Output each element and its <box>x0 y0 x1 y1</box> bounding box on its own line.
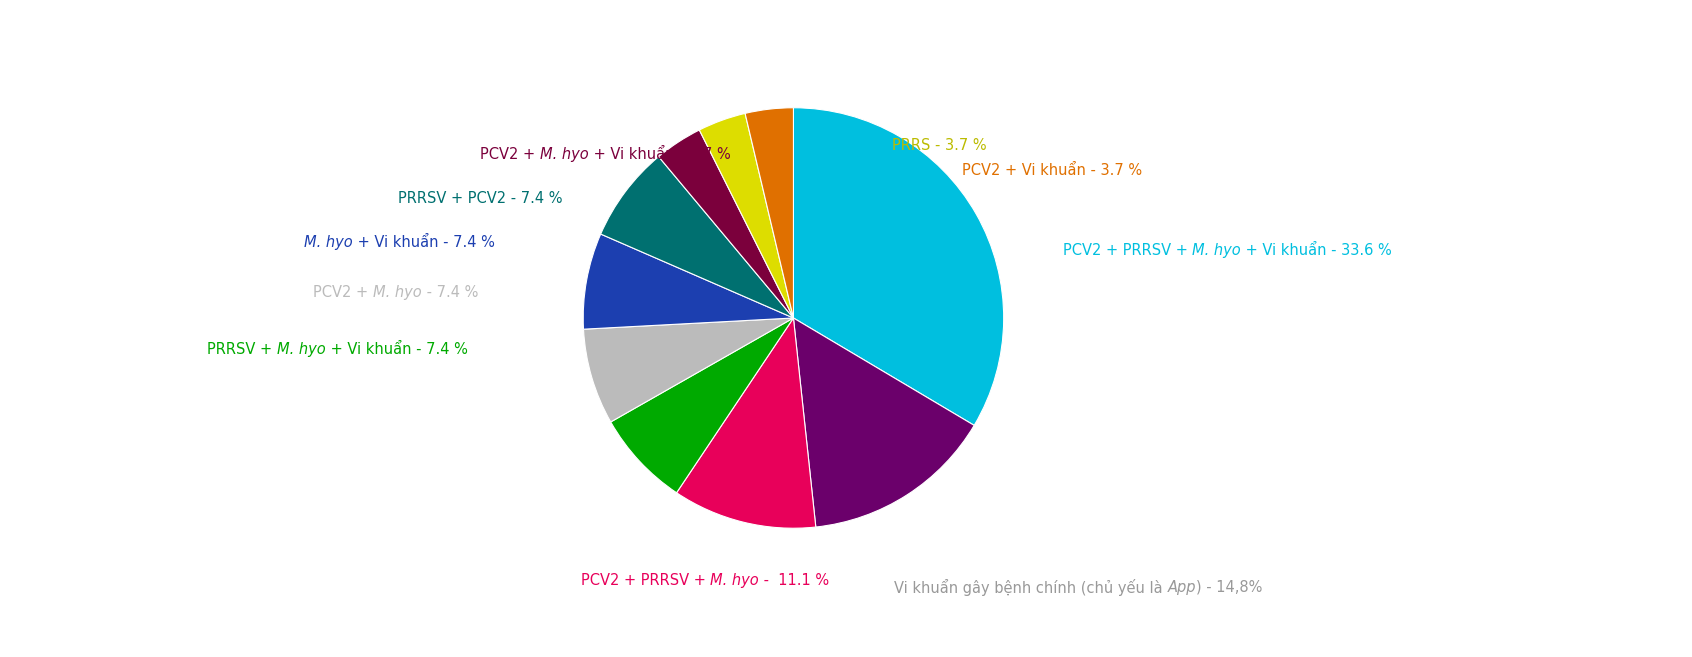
Text: PCV2 + PRRSV +: PCV2 + PRRSV + <box>1063 243 1193 258</box>
Wedge shape <box>658 130 794 318</box>
Text: - 7.4 %: - 7.4 % <box>421 285 479 300</box>
Text: M. hyo: M. hyo <box>305 235 354 250</box>
Wedge shape <box>744 108 794 318</box>
Wedge shape <box>584 234 794 329</box>
Text: PRRSV + PCV2 - 7.4 %: PRRSV + PCV2 - 7.4 % <box>398 191 562 206</box>
Text: + Vi khuẩn - 7.4 %: + Vi khuẩn - 7.4 % <box>354 235 494 250</box>
Text: App: App <box>1167 579 1196 595</box>
Text: PCV2 +: PCV2 + <box>481 147 540 162</box>
Text: -  11.1 %: - 11.1 % <box>760 574 829 588</box>
Text: + Vi khuẩn - 3.7 %: + Vi khuẩn - 3.7 % <box>589 147 731 162</box>
Text: PCV2 + PRRSV +: PCV2 + PRRSV + <box>580 574 711 588</box>
Wedge shape <box>794 108 1003 425</box>
Text: M. hyo: M. hyo <box>277 342 325 357</box>
Wedge shape <box>677 318 816 528</box>
Wedge shape <box>699 114 794 318</box>
Text: PCV2 + Vi khuẩn - 3.7 %: PCV2 + Vi khuẩn - 3.7 % <box>961 164 1142 178</box>
Text: PRRSV +: PRRSV + <box>206 342 277 357</box>
Wedge shape <box>584 318 794 422</box>
Text: PCV2 +: PCV2 + <box>313 285 372 300</box>
Text: PRRS - 3.7 %: PRRS - 3.7 % <box>892 138 986 153</box>
Text: ) - 14,8%: ) - 14,8% <box>1196 579 1262 595</box>
Wedge shape <box>601 156 794 318</box>
Wedge shape <box>611 318 794 493</box>
Text: M. hyo: M. hyo <box>372 285 421 300</box>
Text: M. hyo: M. hyo <box>540 147 589 162</box>
Text: M. hyo: M. hyo <box>711 574 760 588</box>
Text: M. hyo: M. hyo <box>1193 243 1240 258</box>
Wedge shape <box>794 318 975 527</box>
Text: Vi khuẩn gây bệnh chính (chủ yếu là: Vi khuẩn gây bệnh chính (chủ yếu là <box>895 579 1167 596</box>
Text: + Vi khuẩn - 7.4 %: + Vi khuẩn - 7.4 % <box>325 342 467 357</box>
Text: + Vi khuẩn - 33.6 %: + Vi khuẩn - 33.6 % <box>1240 243 1391 258</box>
